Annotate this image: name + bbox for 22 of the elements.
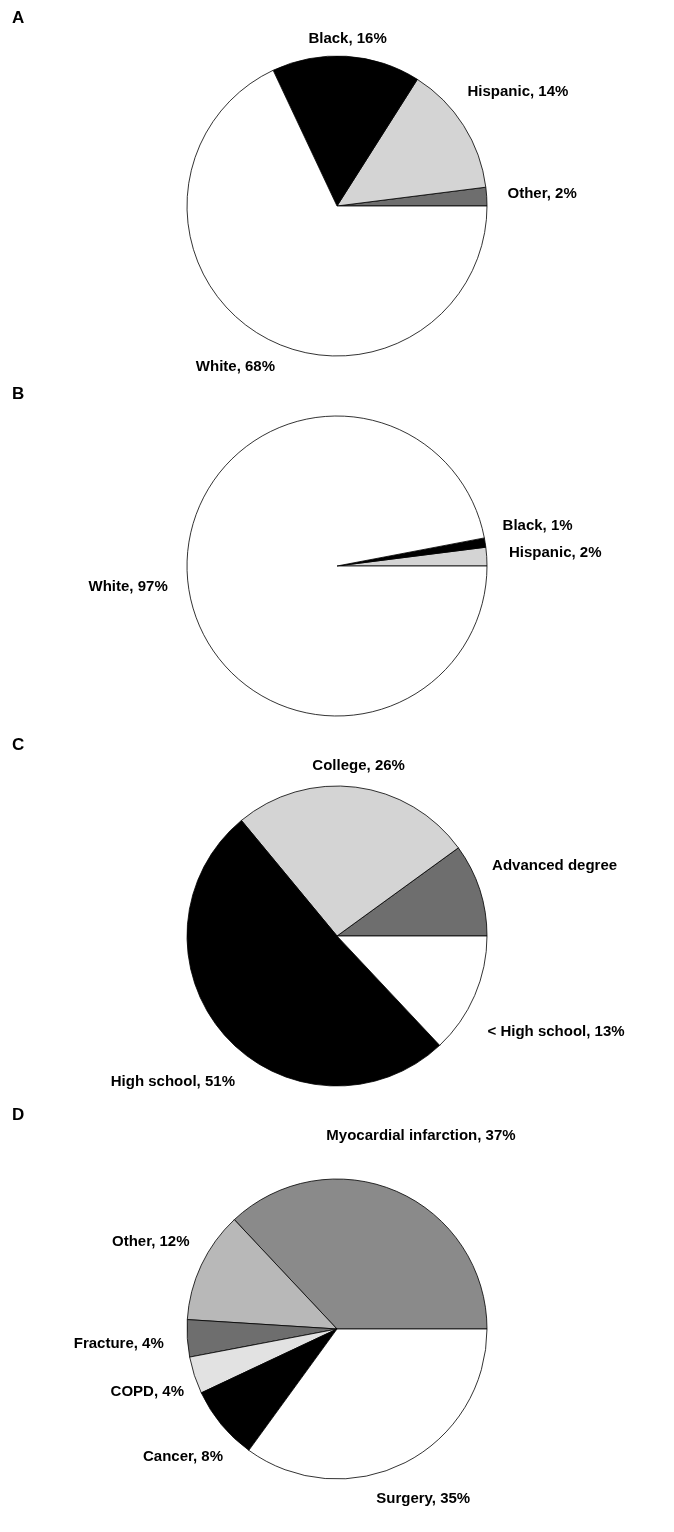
slice-label: Advanced degree [492, 856, 618, 874]
chart-title: D [12, 1104, 25, 1124]
slice-label: Myocardial infarction, 37% [326, 1125, 516, 1143]
text: A [12, 7, 25, 27]
slice-label: Black, 16% [308, 28, 387, 46]
slice-label: Hispanic, 2% [508, 543, 602, 561]
slice-label: Other, 2% [507, 184, 577, 202]
slice-label: Black, 1% [502, 515, 573, 533]
slice-label: College, 26% [312, 755, 405, 773]
slice-label: COPD, 4% [110, 1381, 184, 1399]
chart-title: B [12, 384, 25, 403]
slice-label: Hispanic, 14% [467, 82, 569, 100]
slice-label: White, 97% [88, 576, 168, 594]
slice-label: Surgery, 35% [376, 1489, 471, 1507]
slice-label: < High school, 13% [487, 1021, 625, 1039]
slice-label: White, 68% [195, 357, 276, 375]
slice-label: Fracture, 4% [73, 1333, 164, 1351]
slice-label: High school, 51% [110, 1071, 235, 1089]
slice-label: Other, 12% [112, 1232, 190, 1250]
slice-label: Cancer, 8% [142, 1447, 223, 1465]
pie-slice [186, 415, 488, 717]
chart-title: C [12, 734, 25, 754]
